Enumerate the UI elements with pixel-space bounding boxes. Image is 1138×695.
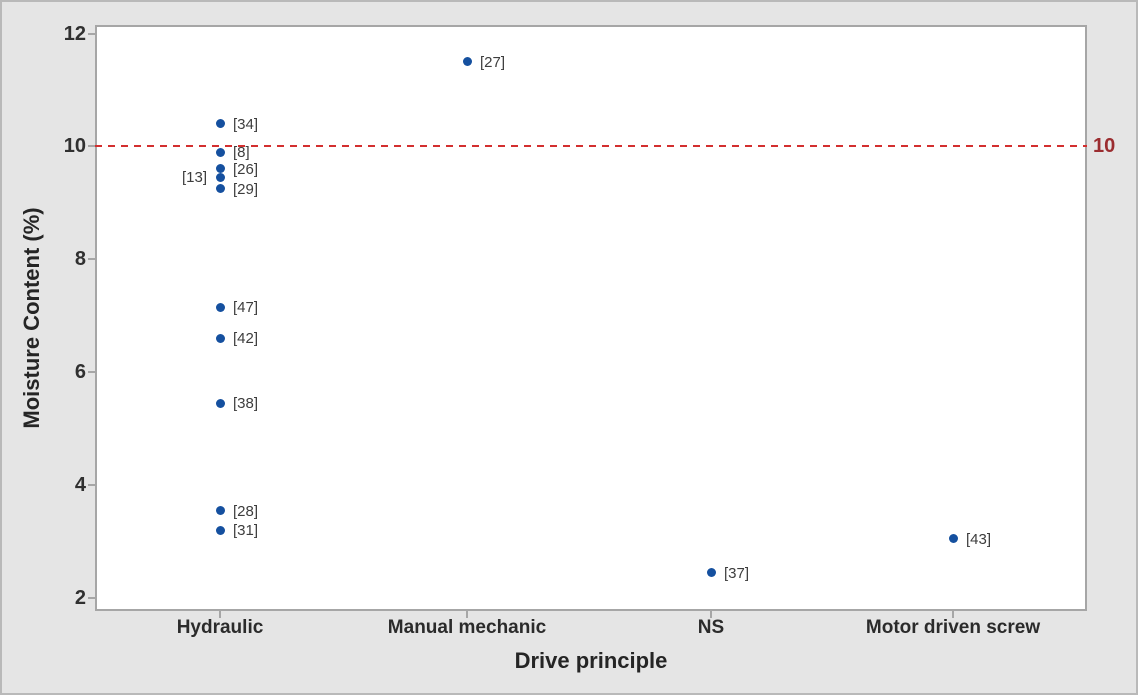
x-tick-mark [710,611,712,618]
data-point-label: [28] [233,502,259,520]
data-point-label: [31] [233,522,259,540]
data-point-label: [37] [724,564,750,582]
y-tick-mark [88,145,95,148]
y-tick-mark [88,32,95,35]
data-point [215,184,225,194]
data-point-label: [43] [966,530,992,548]
y-tick-mark [88,258,95,261]
y-axis-title: Moisture Content (%) [19,207,44,429]
reference-line-label: 10 [1093,135,1116,158]
x-tick-mark [219,611,221,618]
y-tick-mark [88,597,95,599]
y-tick-label: 4 [74,474,86,497]
y-tick-label: 10 [63,135,86,158]
data-point [215,164,225,174]
data-point [706,568,716,578]
data-point-label: [26] [233,160,259,178]
x-category-label: Hydraulic [176,617,264,638]
data-point [215,506,225,515]
y-tick-label: 8 [74,248,86,271]
data-point [215,172,225,182]
data-point-label: [27] [480,53,506,71]
x-category-label: Motor driven screw [865,617,1041,638]
y-tick-label: 12 [63,22,86,45]
x-category-label: NS [697,617,725,638]
data-point [462,57,472,67]
data-point [215,119,225,129]
y-tick-label: 2 [74,587,86,609]
data-point-label: [47] [233,299,259,317]
x-tick-mark [466,611,468,618]
data-point [215,147,225,157]
data-point [215,525,225,535]
y-tick-mark [88,371,95,374]
data-point-label: [29] [233,180,259,198]
y-tick-label: 6 [74,361,86,384]
plot-area [95,25,1087,611]
data-point [215,333,225,343]
data-point [215,302,225,312]
x-axis-title: Drive principle [514,648,668,673]
data-point [215,398,225,408]
reference-line [95,145,1087,148]
data-point-label: [42] [233,330,259,348]
data-point-label: [13] [181,169,207,187]
data-point-label: [34] [233,115,259,133]
data-point [948,534,958,544]
y-tick-mark [88,484,95,487]
x-category-label: Manual mechanic [387,617,547,638]
data-point-label: [38] [233,395,259,413]
data-point-label: [8] [233,144,250,162]
x-tick-mark [952,611,954,618]
